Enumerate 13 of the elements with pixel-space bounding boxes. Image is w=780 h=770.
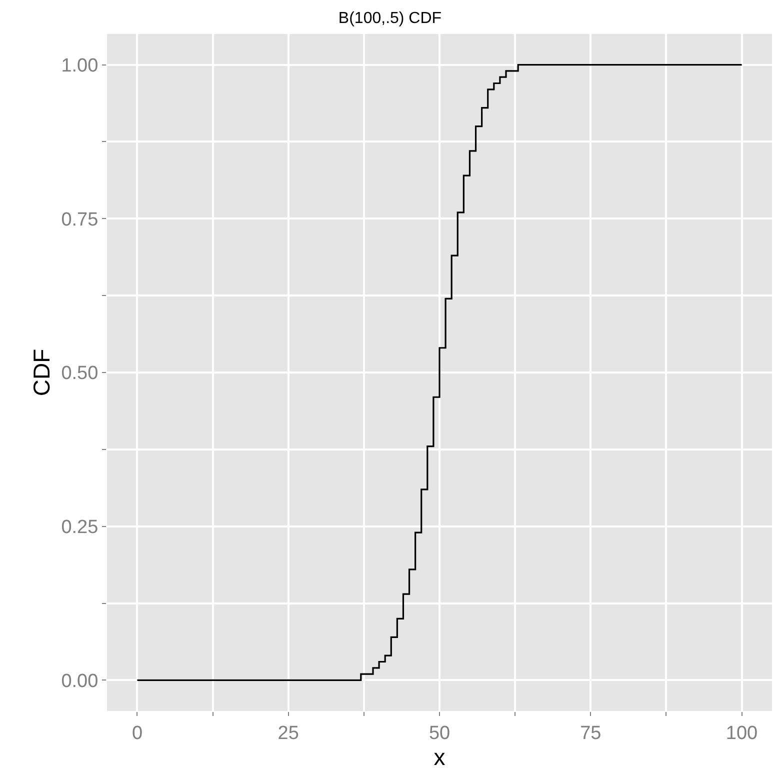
x-tick-label: 25	[278, 722, 299, 744]
x-tick-label: 100	[726, 722, 758, 744]
x-tick-label: 0	[132, 722, 143, 744]
y-tick-label: 0.00	[61, 670, 98, 692]
y-tick-label: 1.00	[61, 55, 98, 76]
y-tick-label: 0.25	[61, 517, 98, 538]
y-tick-label: 0.50	[61, 363, 98, 384]
x-tick-label: 50	[428, 722, 450, 744]
x-tick-label: 75	[580, 722, 602, 744]
y-axis-title: CDF	[28, 348, 55, 396]
chart-title: B(100,.5) CDF	[338, 10, 442, 27]
x-axis-title: x	[434, 744, 446, 770]
y-tick-label: 0.75	[61, 209, 98, 230]
